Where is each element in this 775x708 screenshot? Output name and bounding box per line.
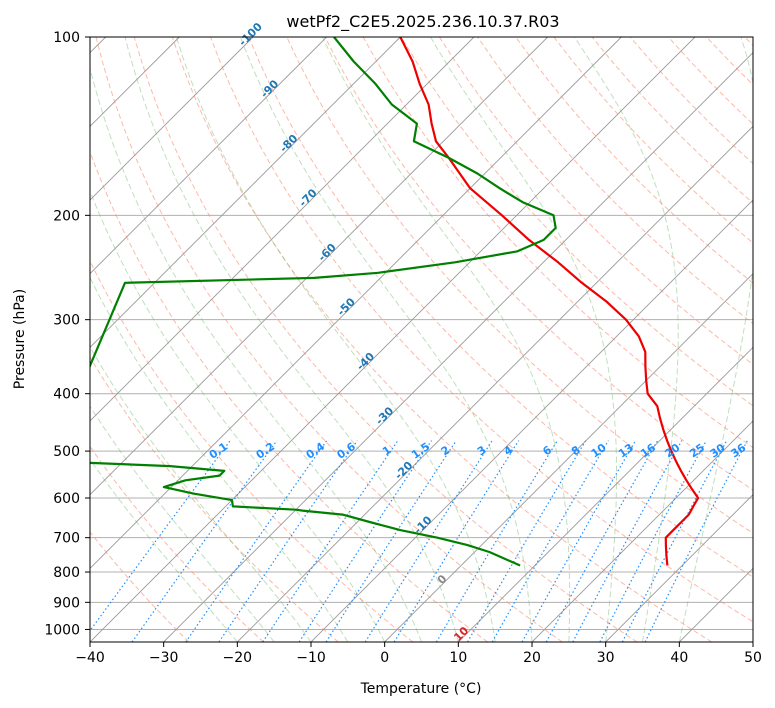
mixing-ratio-line [644, 440, 748, 642]
moist-adiabat [90, 276, 349, 642]
axes: −40 −30 −20 −10 0 10 20 30 40 50 1000 900 800 700 600 5… [44, 30, 762, 666]
y-tick-label: 600 [53, 491, 80, 507]
mixing-ratio-line [491, 440, 609, 642]
mixing-ratio-line [262, 440, 399, 642]
dry-adiabat [210, 37, 753, 623]
dry-adiabat [90, 445, 264, 642]
isotherm-line [90, 37, 254, 201]
plot-frame [89, 36, 754, 643]
dry-adiabat [133, 37, 638, 642]
dry-adiabat [90, 259, 414, 642]
moist-adiabat [430, 37, 617, 642]
moist-adiabat [90, 189, 386, 642]
chart-title: wetPf2_C2E5.2025.236.10.37.R03 [286, 12, 559, 32]
isotherm-line [605, 494, 753, 642]
y-tick-label: 800 [53, 565, 80, 581]
moist-adiabat [322, 37, 571, 642]
isotherm-line [90, 37, 475, 422]
moist-adiabat [175, 37, 496, 642]
dry-adiabat [324, 37, 753, 491]
mixing-ratio-line [131, 440, 278, 642]
isotherm-line [458, 346, 753, 642]
temperature-profile [399, 37, 700, 566]
mixing-ratio-line [435, 440, 558, 642]
dry-adiabat [515, 37, 753, 284]
mixing-ratio-line [572, 440, 683, 642]
y-tick-label: 500 [53, 444, 80, 460]
y-tick-label: 300 [53, 313, 80, 329]
isotherm-line [163, 52, 753, 642]
y-tick-label: 700 [53, 531, 80, 547]
dry-adiabat [171, 37, 712, 642]
moist-adiabat [239, 37, 533, 642]
mixing-ratio-line [298, 440, 432, 642]
isotherm-line [90, 37, 327, 275]
dry-adiabat [90, 356, 339, 642]
mixing-ratio-line [185, 440, 328, 642]
mixing-ratio-line [325, 440, 457, 642]
x-tick-label: 0 [380, 650, 389, 666]
dry-adiabat [90, 531, 190, 642]
x-tick-label: 20 [523, 650, 541, 666]
mixing-ratio-line [364, 440, 493, 642]
x-tick-label: 10 [449, 650, 467, 666]
moist-adiabat [90, 405, 275, 642]
mixing-ratio-line [466, 440, 587, 642]
x-tick-label: −30 [149, 650, 179, 666]
isotherm-line [90, 37, 696, 642]
isotherm-line [90, 37, 548, 496]
moist-adiabat [574, 37, 679, 642]
isotherm-line [384, 273, 753, 642]
x-tick-label: −20 [223, 650, 253, 666]
mixing-ratio-line [545, 440, 659, 642]
y-tick-label: 1000 [44, 622, 80, 638]
dry-adiabat [248, 37, 753, 578]
plot-clip-group [90, 37, 753, 642]
dry-adiabat [438, 37, 753, 366]
isotherm-line [237, 125, 753, 642]
moist-adiabat [678, 37, 753, 642]
x-axis-label: Temperature (°C) [360, 681, 482, 697]
mixing-ratio-line [393, 440, 520, 642]
y-tick-label: 100 [53, 30, 80, 46]
isotherm-line [90, 37, 401, 348]
y-tick-label: 900 [53, 595, 80, 611]
isotherm-line [531, 420, 753, 642]
x-tick-label: 50 [744, 650, 762, 666]
moist-adiabat [124, 37, 459, 642]
dewpoint-profile [90, 37, 557, 567]
y-tick-label: 200 [53, 208, 80, 224]
x-tick-label: 40 [670, 650, 688, 666]
moist-adiabat [90, 458, 238, 642]
x-tick-label: −10 [296, 650, 326, 666]
moist-adiabat [90, 345, 312, 642]
mixing-ratio-line [521, 440, 637, 642]
x-tick-label: −40 [75, 650, 105, 666]
y-axis-label: Pressure (hPa) [12, 289, 28, 389]
mixing-ratio-line [90, 440, 231, 632]
isotherm-line [90, 37, 622, 569]
y-tick-label: 400 [53, 387, 80, 403]
x-tick-label: 30 [597, 650, 615, 666]
dry-adiabat [400, 37, 753, 407]
